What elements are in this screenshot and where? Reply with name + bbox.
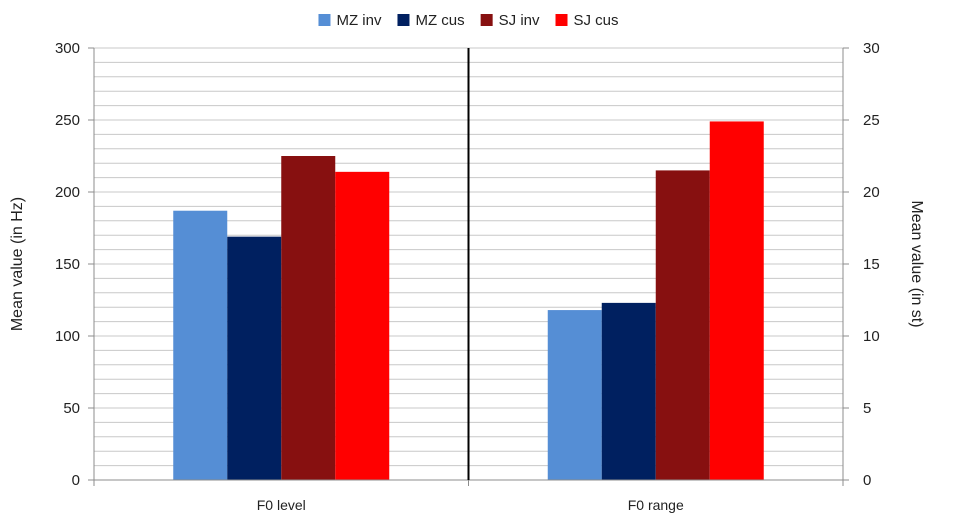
left-tick-label: 50: [63, 400, 80, 417]
legend-label: MZ cus: [415, 12, 464, 29]
legend-swatch: [397, 14, 410, 26]
legend-label: SJ cus: [574, 12, 619, 29]
legend-swatch: [318, 14, 331, 26]
legend-label: SJ inv: [499, 12, 540, 29]
category-label: F0 level: [257, 497, 306, 513]
left-axis-title: Mean value (in Hz): [9, 197, 26, 331]
legend: MZ inv MZ cus SJ inv SJ cus: [318, 12, 619, 29]
left-tick-label: 250: [55, 112, 80, 129]
right-tick-label: 10: [863, 328, 880, 345]
bar: [709, 121, 764, 480]
legend-label: MZ inv: [336, 12, 382, 29]
right-tick-label: 25: [863, 112, 880, 129]
bar: [173, 210, 228, 480]
left-tick-label: 100: [55, 328, 80, 345]
right-axis-title: Mean value (in st): [908, 200, 925, 327]
bar: [655, 170, 710, 480]
bars: [173, 121, 764, 480]
left-tick-label: 300: [55, 40, 80, 57]
legend-item: SJ inv: [480, 12, 540, 29]
labels: 0 50 100 150 200 250 300 0 5 10 15 20 25 30 F0 level F0…: [9, 40, 925, 513]
legend-swatch: [480, 14, 493, 26]
category-label: F0 range: [628, 497, 684, 513]
right-tick-label: 5: [863, 400, 871, 417]
bar: [601, 302, 656, 480]
left-tick-label: 150: [55, 256, 80, 273]
left-tick-label: 200: [55, 184, 80, 201]
legend-item: SJ cus: [555, 12, 619, 29]
axes: [88, 47, 849, 486]
bar: [281, 156, 336, 480]
right-tick-label: 20: [863, 184, 880, 201]
legend-item: MZ cus: [397, 12, 465, 29]
left-tick-label: 0: [72, 472, 80, 489]
bar: [227, 236, 282, 480]
right-tick-label: 30: [863, 40, 880, 57]
right-tick-label: 0: [863, 472, 871, 489]
right-tick-label: 15: [863, 256, 880, 273]
bar: [335, 171, 390, 480]
legend-swatch: [555, 14, 568, 26]
bar: [547, 310, 602, 480]
legend-item: MZ inv: [318, 12, 382, 29]
